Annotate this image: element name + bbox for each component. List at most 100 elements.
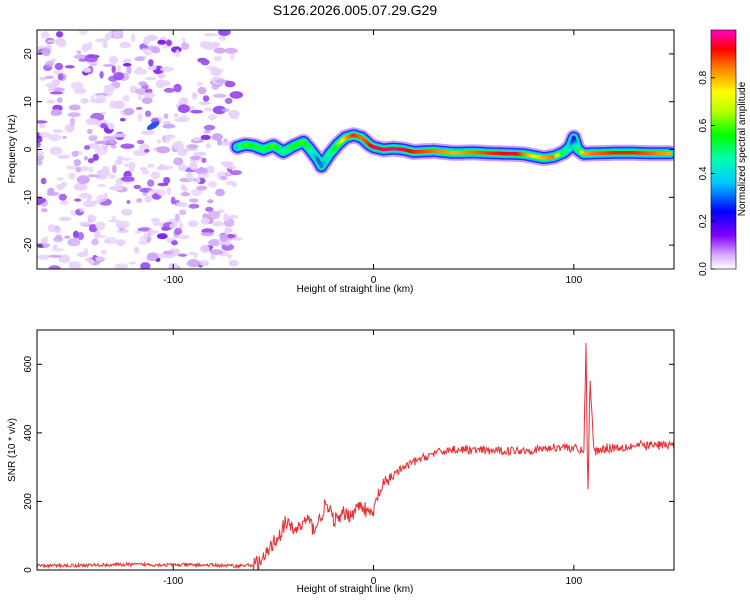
noise-blob — [145, 111, 151, 117]
y-tick-label-bottom: 0 — [23, 567, 34, 573]
noise-blob — [196, 152, 206, 156]
noise-blob — [200, 232, 214, 236]
noise-blob — [94, 141, 108, 145]
noise-blob — [157, 40, 166, 45]
noise-blob — [198, 87, 207, 94]
noise-blob — [32, 150, 44, 156]
noise-blob — [186, 144, 198, 149]
noise-blob — [145, 196, 152, 203]
noise-blob — [72, 151, 79, 157]
noise-blob — [151, 46, 160, 53]
noise-blob — [76, 167, 81, 173]
noise-blob — [65, 65, 75, 68]
noise-blob — [108, 138, 116, 144]
y-tick-label-bottom: 400 — [23, 424, 34, 441]
noise-blob — [147, 252, 158, 261]
colorbar-tick-label: 0.2 — [698, 214, 709, 228]
noise-blob — [61, 182, 67, 187]
noise-blob — [46, 100, 55, 103]
noise-blob — [136, 67, 142, 71]
noise-blob — [58, 42, 67, 47]
noise-blob — [218, 28, 231, 36]
colorbar-label: Normalized spectral amplitude — [737, 81, 748, 216]
noise-blob — [180, 116, 190, 122]
noise-blob — [59, 194, 67, 201]
noise-blob — [95, 257, 105, 261]
noise-blob — [113, 133, 127, 137]
noise-blob — [204, 125, 215, 131]
noise-blob — [178, 235, 190, 240]
noise-blob — [64, 236, 70, 239]
noise-blob — [174, 113, 179, 117]
noise-blob — [89, 167, 94, 173]
noise-blob — [136, 107, 143, 110]
noise-blob — [210, 68, 224, 73]
x-axis-label-top: Height of straight line (km) — [297, 284, 414, 295]
noise-blob — [227, 253, 231, 259]
noise-blob — [117, 156, 124, 161]
y-tick-label-top: -20 — [23, 237, 34, 252]
noise-blob — [48, 85, 52, 92]
noise-blob — [138, 81, 147, 86]
noise-blob — [79, 222, 91, 226]
noise-blob — [50, 91, 63, 94]
noise-blob — [229, 215, 239, 219]
y-tick-label-bottom: 200 — [23, 493, 34, 510]
colorbar-tick-label: 0.4 — [698, 166, 709, 180]
noise-blob — [166, 39, 172, 46]
noise-blob — [80, 98, 88, 104]
noise-blob — [148, 59, 153, 66]
noise-blob — [220, 234, 228, 242]
noise-blob — [212, 221, 224, 226]
noise-blob — [231, 237, 243, 240]
noise-blob — [157, 233, 168, 239]
noise-blob — [232, 181, 237, 187]
noise-blob — [127, 200, 131, 204]
noise-blob — [148, 229, 155, 236]
noise-blob — [70, 117, 75, 126]
noise-blob — [143, 36, 150, 45]
noise-blob — [47, 40, 55, 43]
noise-blob — [109, 186, 123, 191]
noise-blob — [53, 129, 63, 133]
noise-blob — [148, 189, 161, 192]
noise-blob — [157, 183, 168, 186]
noise-blob — [113, 30, 122, 38]
noise-blob — [201, 158, 206, 163]
noise-blob — [171, 197, 176, 205]
noise-blob — [187, 259, 200, 267]
noise-blob — [165, 134, 175, 139]
noise-blob — [71, 82, 84, 90]
y-tick-label-top: 20 — [23, 48, 34, 60]
noise-blob — [142, 130, 155, 135]
noise-blob — [160, 67, 174, 72]
colorbar: 0.00.20.40.60.8 Normalized spectral ampl… — [698, 30, 748, 276]
noise-blob — [86, 199, 91, 208]
noise-blob — [56, 31, 63, 37]
noise-blob — [91, 95, 95, 100]
noise-blob — [157, 139, 161, 144]
noise-blob — [167, 187, 171, 195]
noise-blob — [77, 232, 84, 240]
noise-blob — [204, 108, 213, 112]
noise-blob — [207, 199, 213, 203]
y-tick-label-top: 0 — [23, 146, 34, 152]
noise-blob — [54, 227, 62, 234]
noise-blob — [197, 173, 209, 178]
noise-blob — [224, 48, 237, 54]
noise-blob — [118, 221, 130, 229]
noise-blob — [103, 64, 114, 67]
noise-blob — [57, 177, 64, 181]
y-tick-label-bottom: 600 — [23, 356, 34, 373]
noise-blob — [79, 208, 84, 212]
noise-blob — [230, 170, 242, 175]
noise-blob — [210, 254, 215, 260]
noise-blob — [201, 59, 210, 65]
noise-blob — [138, 94, 143, 101]
noise-blob — [220, 176, 228, 181]
noise-blob — [193, 137, 200, 141]
noise-blob — [137, 140, 145, 144]
noise-blob — [200, 41, 212, 48]
noise-blob — [196, 186, 206, 191]
